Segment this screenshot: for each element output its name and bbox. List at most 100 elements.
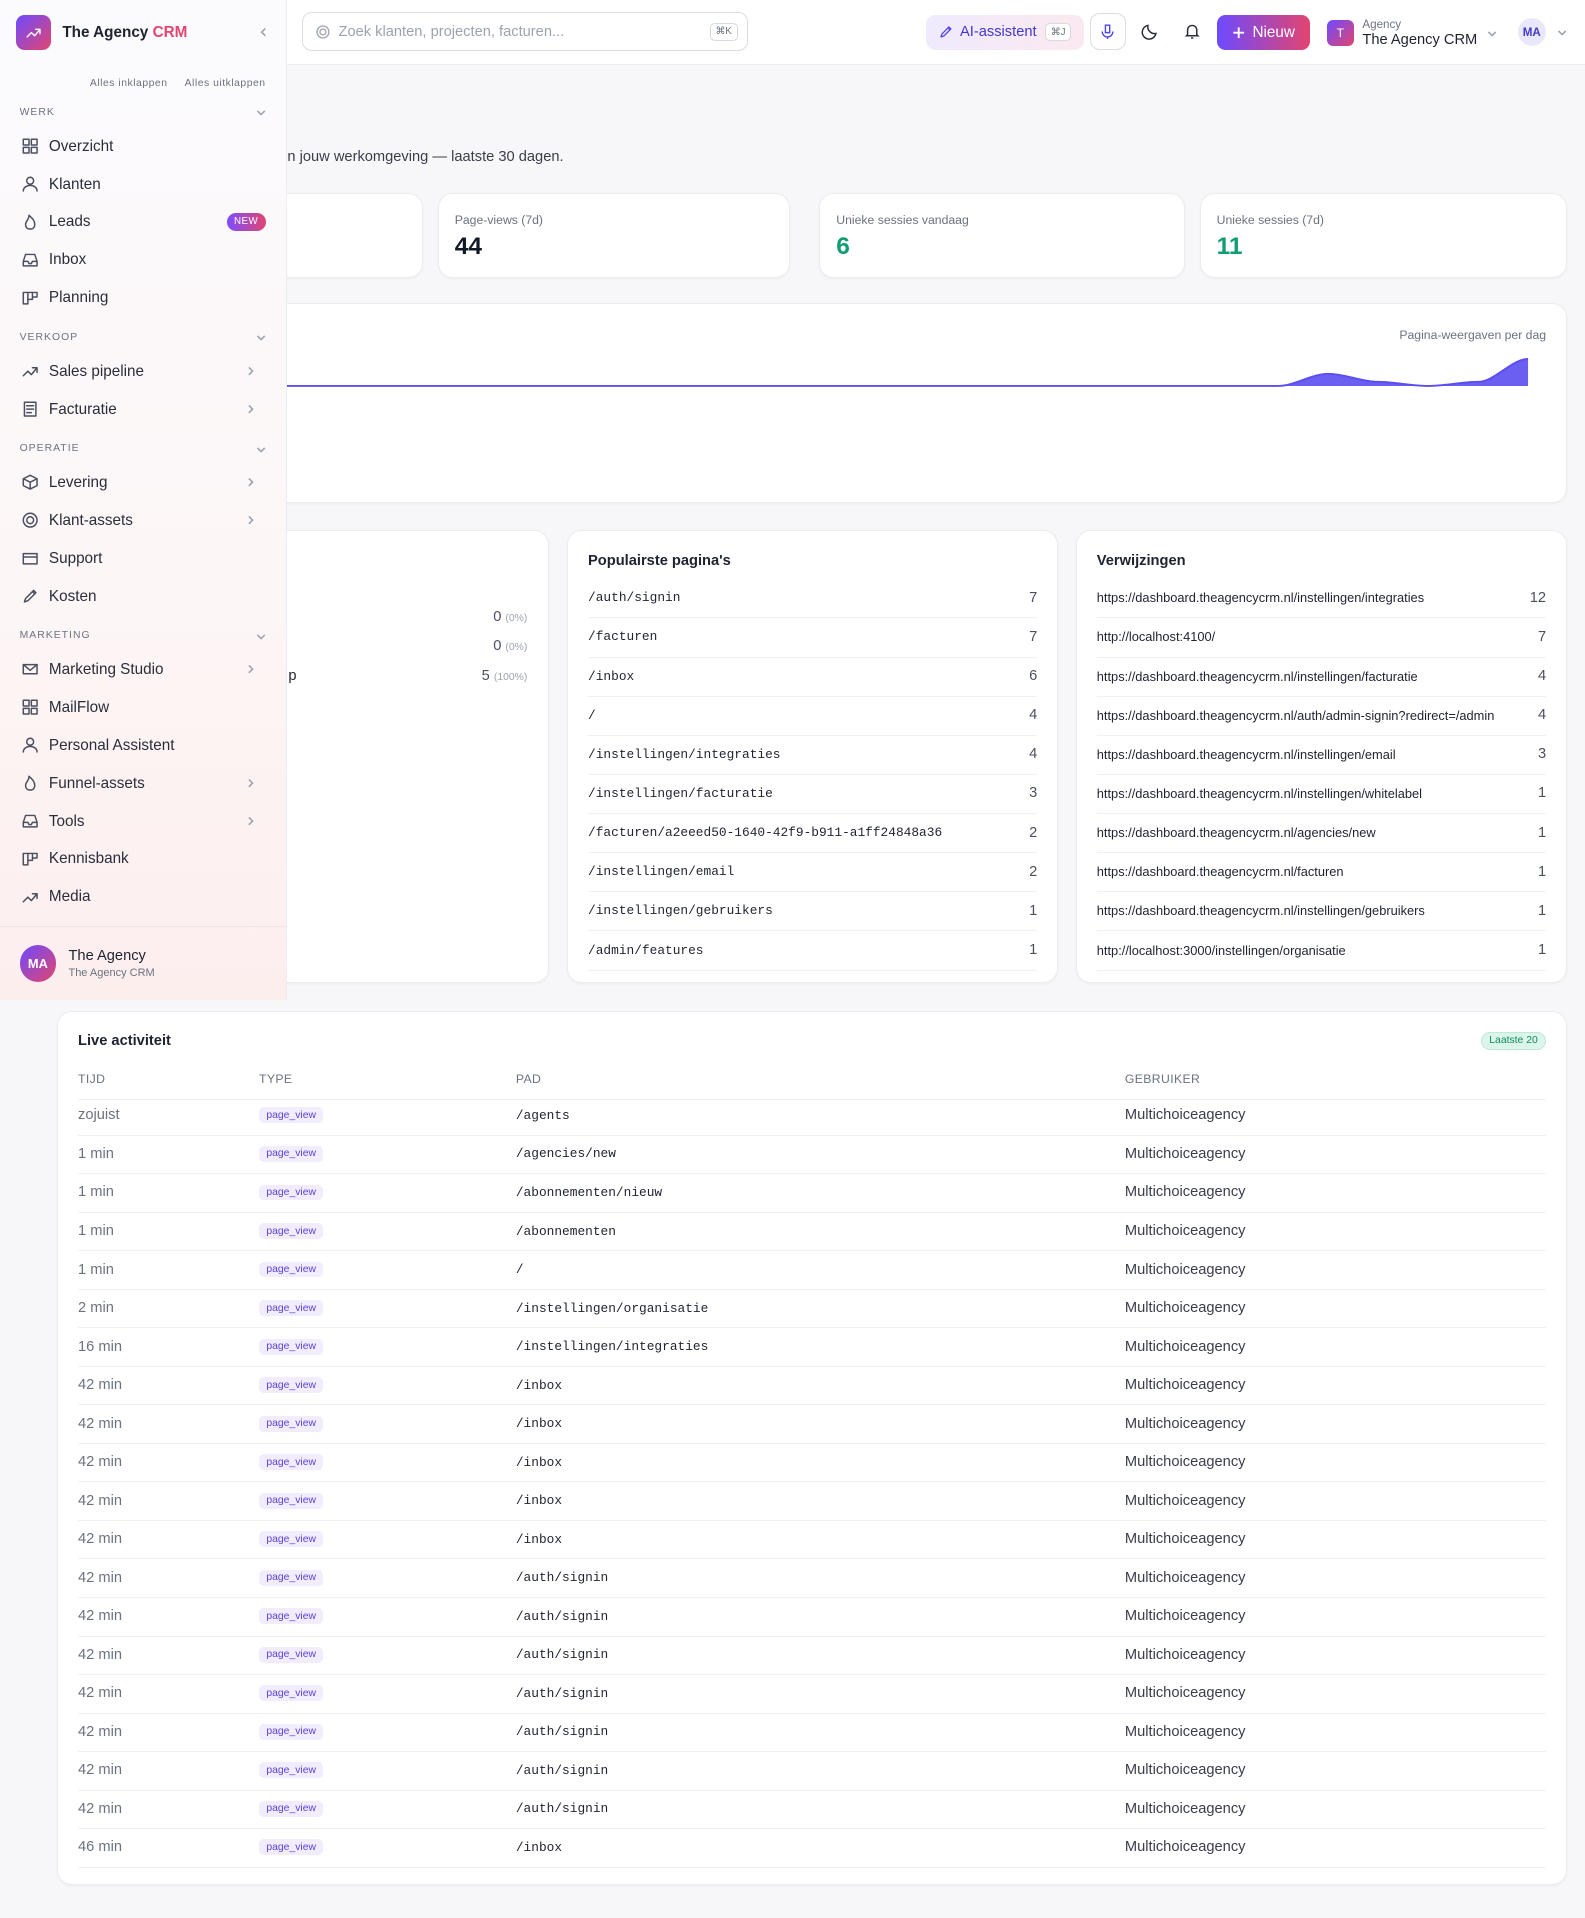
- nav-label: Klant-assets: [48, 511, 133, 529]
- chevron: [247, 404, 254, 414]
- user: Multichoiceagency: [1124, 1184, 1246, 1201]
- notifications-icon: [1184, 24, 1200, 39]
- section-title: MARKETING: [19, 630, 91, 642]
- user: Multichoiceagency: [1124, 1223, 1246, 1239]
- search-box[interactable]: Zoek klanten, projecten, facturen... ⌘K: [302, 12, 749, 52]
- expand-all[interactable]: Alles uitklappen: [184, 77, 266, 89]
- device-share: (100%): [493, 671, 528, 683]
- row-count: 7: [1029, 628, 1038, 645]
- nav-item[interactable]: Planning: [0, 279, 286, 317]
- row-count: 1: [1537, 824, 1547, 841]
- nav-item[interactable]: Media: [0, 878, 286, 916]
- column-header: TIJD: [78, 1072, 106, 1087]
- icon: [22, 176, 38, 192]
- section-header[interactable]: MARKETING: [0, 621, 286, 650]
- device-share: (0%): [505, 642, 528, 654]
- activity-row: 1 min page_view/abonnementen/nieuw Multich…: [78, 1173, 1547, 1213]
- sidebar-user[interactable]: MA The Agency The Agency CRM: [0, 925, 287, 1001]
- path: /auth/signin: [515, 1801, 609, 1817]
- path: /abonnementen: [515, 1223, 616, 1239]
- row-key: /auth/signin: [588, 590, 681, 606]
- workspace-avatar: T: [1326, 19, 1354, 47]
- icon: [22, 138, 38, 154]
- list-row: https://dashboard.theagencycrm.nl/agenci…: [1096, 813, 1547, 854]
- list-row: /facturen 7: [588, 617, 1038, 658]
- row-key: http://localhost:3000/instellingen/organ…: [1096, 942, 1346, 958]
- nav-item[interactable]: Levering: [0, 463, 286, 501]
- nav-item[interactable]: Support: [0, 539, 286, 577]
- row-count: 7: [1537, 628, 1547, 645]
- nav-item[interactable]: Tools: [0, 802, 286, 840]
- event-type: page_view: [259, 1184, 324, 1201]
- event-type: page_view: [259, 1608, 324, 1625]
- brand-accent: CRM: [152, 23, 188, 41]
- device-value: 0 (0%): [493, 638, 527, 654]
- section-header[interactable]: OPERATIE: [0, 434, 286, 463]
- user: Multichoiceagency: [1124, 1261, 1246, 1278]
- nav-item[interactable]: Funnel-assets: [0, 764, 286, 802]
- chevron: [247, 516, 254, 525]
- user-menu[interactable]: MA: [1517, 18, 1573, 47]
- column-header: PAD: [515, 1072, 542, 1087]
- nav-item[interactable]: Leads NEW: [0, 203, 286, 241]
- nav-item[interactable]: Inbox: [0, 241, 286, 279]
- brand-text: The Agency: [62, 23, 149, 41]
- event-type: page_view: [259, 1454, 324, 1471]
- new-button[interactable]: Nieuw: [1216, 14, 1310, 51]
- row-key: https://dashboard.theagencycrm.nl/agenci…: [1096, 825, 1376, 841]
- kpi-value: 11: [1216, 233, 1243, 261]
- notifications[interactable]: [1183, 22, 1203, 42]
- ai-label: AI-assistent: [960, 24, 1037, 41]
- list-row: /admin/features 1: [588, 930, 1038, 971]
- icon: [316, 25, 330, 39]
- brand[interactable]: The Agency CRM: [0, 0, 286, 65]
- event-type: page_view: [259, 1492, 324, 1509]
- nav-item[interactable]: Kennisbank: [0, 840, 286, 878]
- section-header[interactable]: VERKOOP: [0, 323, 286, 352]
- chevron-shape: [247, 816, 254, 826]
- time: 42 min: [78, 1531, 123, 1548]
- nav-item[interactable]: Facturatie: [0, 390, 286, 428]
- time: 1 min: [78, 1261, 114, 1278]
- icon-shape: [22, 737, 38, 753]
- row-key: https://dashboard.theagencycrm.nl/instel…: [1096, 785, 1422, 801]
- event-type: page_view: [259, 1377, 324, 1394]
- nav-label: Personal Assistent: [48, 736, 175, 754]
- nav-item[interactable]: Sales pipeline: [0, 352, 286, 390]
- icon: [23, 401, 37, 417]
- voice-button[interactable]: [1089, 13, 1127, 51]
- chevron: [247, 778, 254, 788]
- time: 2 min: [78, 1300, 114, 1317]
- user: Multichoiceagency: [1124, 1531, 1246, 1548]
- nav-label: Kosten: [48, 587, 97, 605]
- section-header[interactable]: WERK: [0, 98, 286, 127]
- nav-label: Inbox: [48, 251, 87, 269]
- path: /agents: [515, 1107, 570, 1123]
- event-type: page_view: [259, 1762, 324, 1779]
- collapse-all[interactable]: Alles inklappen: [89, 77, 168, 89]
- user-avatar: MA: [19, 945, 57, 982]
- path: /inbox: [515, 1416, 563, 1432]
- nav-item[interactable]: Kosten: [0, 577, 286, 615]
- path: /auth/signin: [515, 1685, 609, 1701]
- ai-assistant-button[interactable]: AI-assistent ⌘J: [925, 14, 1084, 51]
- nav-label: Media: [48, 888, 91, 906]
- chevron-shape: [256, 446, 265, 453]
- kpi-card: Unieke sessies (7d) 11: [1199, 193, 1567, 278]
- nav-item[interactable]: Klanten: [0, 165, 286, 203]
- workspace-switcher[interactable]: T Agency The Agency CRM: [1326, 17, 1498, 49]
- nav-label: Marketing Studio: [48, 660, 164, 678]
- nav-item[interactable]: Overzicht: [0, 127, 286, 165]
- icon: [26, 28, 41, 38]
- nav-item[interactable]: MailFlow: [0, 688, 286, 726]
- nav-item[interactable]: Klant-assets: [0, 501, 286, 539]
- chevron-shape: [256, 335, 265, 342]
- popular-pages-card: Populairste pagina's/auth/signin 7/factur…: [567, 529, 1058, 984]
- chevron-shape: [260, 28, 267, 37]
- event-type: page_view: [259, 1300, 324, 1316]
- nav-item[interactable]: Marketing Studio: [0, 650, 286, 688]
- theme-toggle[interactable]: [1141, 22, 1161, 42]
- nav-item[interactable]: Personal Assistent: [0, 726, 286, 764]
- activity-row: 42 min page_view/inbox Multichoiceagency: [78, 1481, 1547, 1521]
